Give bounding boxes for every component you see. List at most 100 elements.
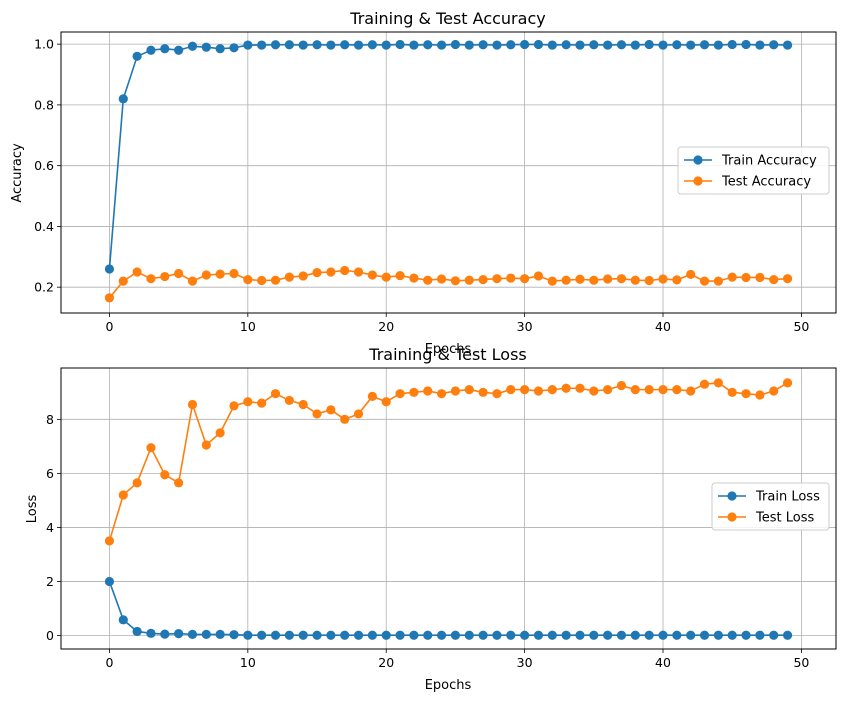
- loss-train-loss-point-20: [381, 630, 391, 640]
- accuracy-train-accuracy-point-8: [215, 44, 225, 54]
- loss-train-loss-point-47: [755, 630, 765, 640]
- loss-test-loss-point-9: [229, 401, 239, 411]
- accuracy-train-accuracy-point-30: [520, 39, 530, 50]
- accuracy-y-tick-label-2: 0.6: [34, 158, 54, 173]
- accuracy-test-accuracy-point-47: [755, 272, 765, 283]
- loss-train-loss-point-23: [423, 630, 433, 640]
- loss-test-loss-point-6: [187, 399, 198, 410]
- loss-train-loss-point-13: [284, 630, 294, 640]
- loss-test-loss-point-27: [478, 387, 488, 397]
- accuracy-train-accuracy-point-46: [741, 39, 751, 50]
- loss-test-loss-point-20: [381, 397, 391, 407]
- accuracy-x-axis-label: Epochs: [425, 342, 472, 357]
- accuracy-train-accuracy-point-10: [243, 40, 253, 50]
- accuracy-train-accuracy-point-39: [644, 39, 654, 50]
- loss-test-loss-point-48: [769, 386, 779, 396]
- loss-test-loss-point-8: [215, 428, 225, 438]
- loss-train-loss-point-14: [298, 630, 308, 640]
- accuracy-train-accuracy-point-42: [686, 40, 696, 50]
- loss-test-loss-point-23: [423, 386, 433, 396]
- loss-train-loss-point-9: [229, 630, 239, 640]
- accuracy-test-accuracy-point-43: [699, 276, 710, 286]
- loss-test-loss-point-43: [699, 379, 710, 389]
- loss-train-loss-point-32: [547, 630, 557, 640]
- accuracy-test-accuracy-point-41: [672, 275, 682, 285]
- loss-train-loss-line: [108, 581, 788, 637]
- accuracy-train-accuracy-point-35: [589, 40, 599, 50]
- loss-train-loss-point-8: [215, 629, 225, 640]
- loss-test-loss-point-30: [520, 385, 530, 395]
- accuracy-legend-train-accuracy-label: Train Accuracy: [721, 154, 817, 169]
- accuracy-y-tick-label-1: 0.4: [34, 219, 54, 234]
- accuracy-test-accuracy-point-38: [630, 275, 640, 285]
- accuracy-chart: Training & Test Accuracy 0 10 20 30 40 500.20…: [10, 9, 837, 357]
- accuracy-train-accuracy-point-6: [187, 41, 198, 51]
- accuracy-test-accuracy-point-32: [547, 276, 557, 286]
- accuracy-test-accuracy-point-37: [616, 274, 627, 284]
- loss-axes-frame: [60, 367, 837, 650]
- loss-x-tick-label-2: 20: [378, 655, 394, 670]
- accuracy-train-accuracy-point-9: [229, 43, 239, 53]
- accuracy-train-accuracy-point-22: [409, 40, 419, 50]
- accuracy-test-accuracy-point-31: [533, 271, 544, 281]
- accuracy-test-accuracy-point-42: [686, 269, 696, 280]
- loss-y-tick-label-2: 4: [46, 520, 54, 535]
- accuracy-x-tick-label-1: 10: [240, 319, 256, 334]
- loss-test-loss-line: [108, 382, 788, 542]
- accuracy-train-accuracy-point-40: [658, 40, 668, 50]
- accuracy-train-accuracy-point-45: [727, 39, 737, 50]
- loss-plot-area: 0 10 20 30 40 50 0 2 4 6 8 Train Loss Test Loss: [46, 367, 837, 670]
- accuracy-x-tick-label-5: 50: [793, 319, 809, 334]
- loss-train-loss-point-36: [603, 630, 613, 640]
- loss-train-loss-point-45: [727, 630, 737, 640]
- accuracy-train-accuracy-point-13: [284, 40, 294, 50]
- loss-x-tick-label-0: 0: [105, 655, 113, 670]
- accuracy-train-accuracy-point-18: [353, 40, 364, 50]
- loss-test-loss-point-31: [533, 386, 544, 396]
- loss-test-loss-point-19: [367, 391, 377, 401]
- accuracy-test-accuracy-point-22: [409, 273, 419, 283]
- loss-test-loss-point-39: [644, 385, 654, 395]
- accuracy-train-accuracy-point-44: [713, 40, 723, 50]
- accuracy-train-accuracy-point-15: [312, 40, 322, 50]
- loss-test-loss-point-13: [284, 395, 294, 406]
- accuracy-test-accuracy-point-40: [658, 274, 668, 284]
- loss-test-loss-point-17: [340, 414, 350, 424]
- accuracy-test-accuracy-point-13: [284, 272, 294, 282]
- loss-test-loss-point-22: [409, 387, 419, 397]
- loss-train-loss-point-7: [201, 629, 211, 640]
- accuracy-train-accuracy-point-21: [395, 39, 405, 50]
- loss-test-loss-point-14: [298, 399, 308, 410]
- loss-test-loss-point-11: [257, 398, 267, 408]
- loss-x-tick-label-4: 40: [655, 655, 671, 670]
- loss-legend-train-loss-label: Train Loss: [755, 490, 820, 505]
- accuracy-test-accuracy-point-14: [298, 271, 308, 281]
- accuracy-train-accuracy-point-36: [603, 40, 613, 50]
- loss-test-loss-point-46: [741, 389, 751, 399]
- loss-y-tick-label-1: 2: [46, 574, 54, 589]
- loss-train-loss-point-16: [326, 630, 336, 640]
- accuracy-train-accuracy-point-12: [270, 40, 281, 50]
- loss-train-loss-point-6: [187, 629, 198, 640]
- accuracy-test-accuracy-point-30: [520, 274, 530, 284]
- accuracy-train-accuracy-point-4: [160, 44, 170, 54]
- loss-train-loss-point-27: [478, 630, 488, 640]
- accuracy-test-accuracy-point-0: [104, 293, 115, 303]
- accuracy-train-accuracy-point-27: [478, 40, 488, 50]
- accuracy-test-accuracy-point-46: [741, 272, 751, 283]
- accuracy-train-accuracy-point-1: [118, 94, 128, 104]
- accuracy-train-accuracy-point-5: [174, 45, 184, 55]
- accuracy-test-accuracy-point-44: [713, 276, 723, 286]
- loss-train-loss-point-48: [769, 630, 779, 640]
- accuracy-train-accuracy-point-2: [132, 51, 142, 61]
- accuracy-train-accuracy-point-34: [575, 40, 585, 50]
- accuracy-train-accuracy-point-48: [769, 40, 779, 50]
- loss-test-loss-point-40: [658, 385, 668, 395]
- accuracy-test-accuracy-point-12: [270, 275, 281, 285]
- loss-train-loss-point-28: [492, 630, 502, 640]
- loss-train-loss-point-43: [699, 630, 710, 640]
- accuracy-test-accuracy-point-6: [187, 276, 198, 286]
- loss-test-loss-point-38: [630, 385, 640, 395]
- loss-test-loss-point-2: [132, 478, 142, 488]
